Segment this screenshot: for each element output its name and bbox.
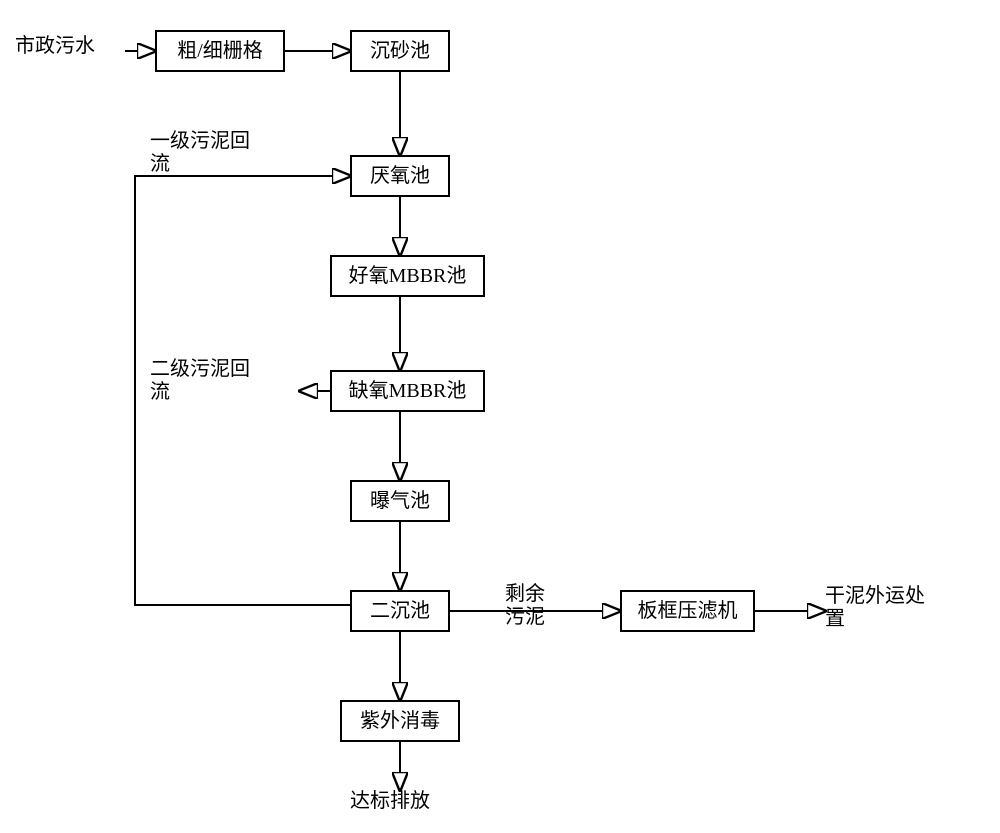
label-return1: 一级污泥回 流 xyxy=(150,130,290,180)
label-dry-sludge: 干泥外运处 置 xyxy=(825,585,965,635)
node-aerobic-mbbr: 好氧MBBR池 xyxy=(330,255,485,297)
label-discharge: 达标排放 xyxy=(350,790,450,822)
label-return2: 二级污泥回 流 xyxy=(150,358,290,408)
node-sand: 沉砂池 xyxy=(350,30,450,72)
node-grid: 粗/细栅格 xyxy=(155,30,285,72)
label-sewage: 市政污水 xyxy=(15,35,125,67)
label-leftover: 剩余 污泥 xyxy=(505,583,565,627)
node-aeration: 曝气池 xyxy=(350,480,450,522)
node-uv: 紫外消毒 xyxy=(340,700,460,742)
node-anaerobic: 厌氧池 xyxy=(350,155,450,197)
node-anoxic-mbbr: 缺氧MBBR池 xyxy=(330,370,485,412)
flowchart-connectors xyxy=(0,0,1000,833)
node-filter-press: 板框压滤机 xyxy=(620,590,755,632)
node-secondary: 二沉池 xyxy=(350,590,450,632)
